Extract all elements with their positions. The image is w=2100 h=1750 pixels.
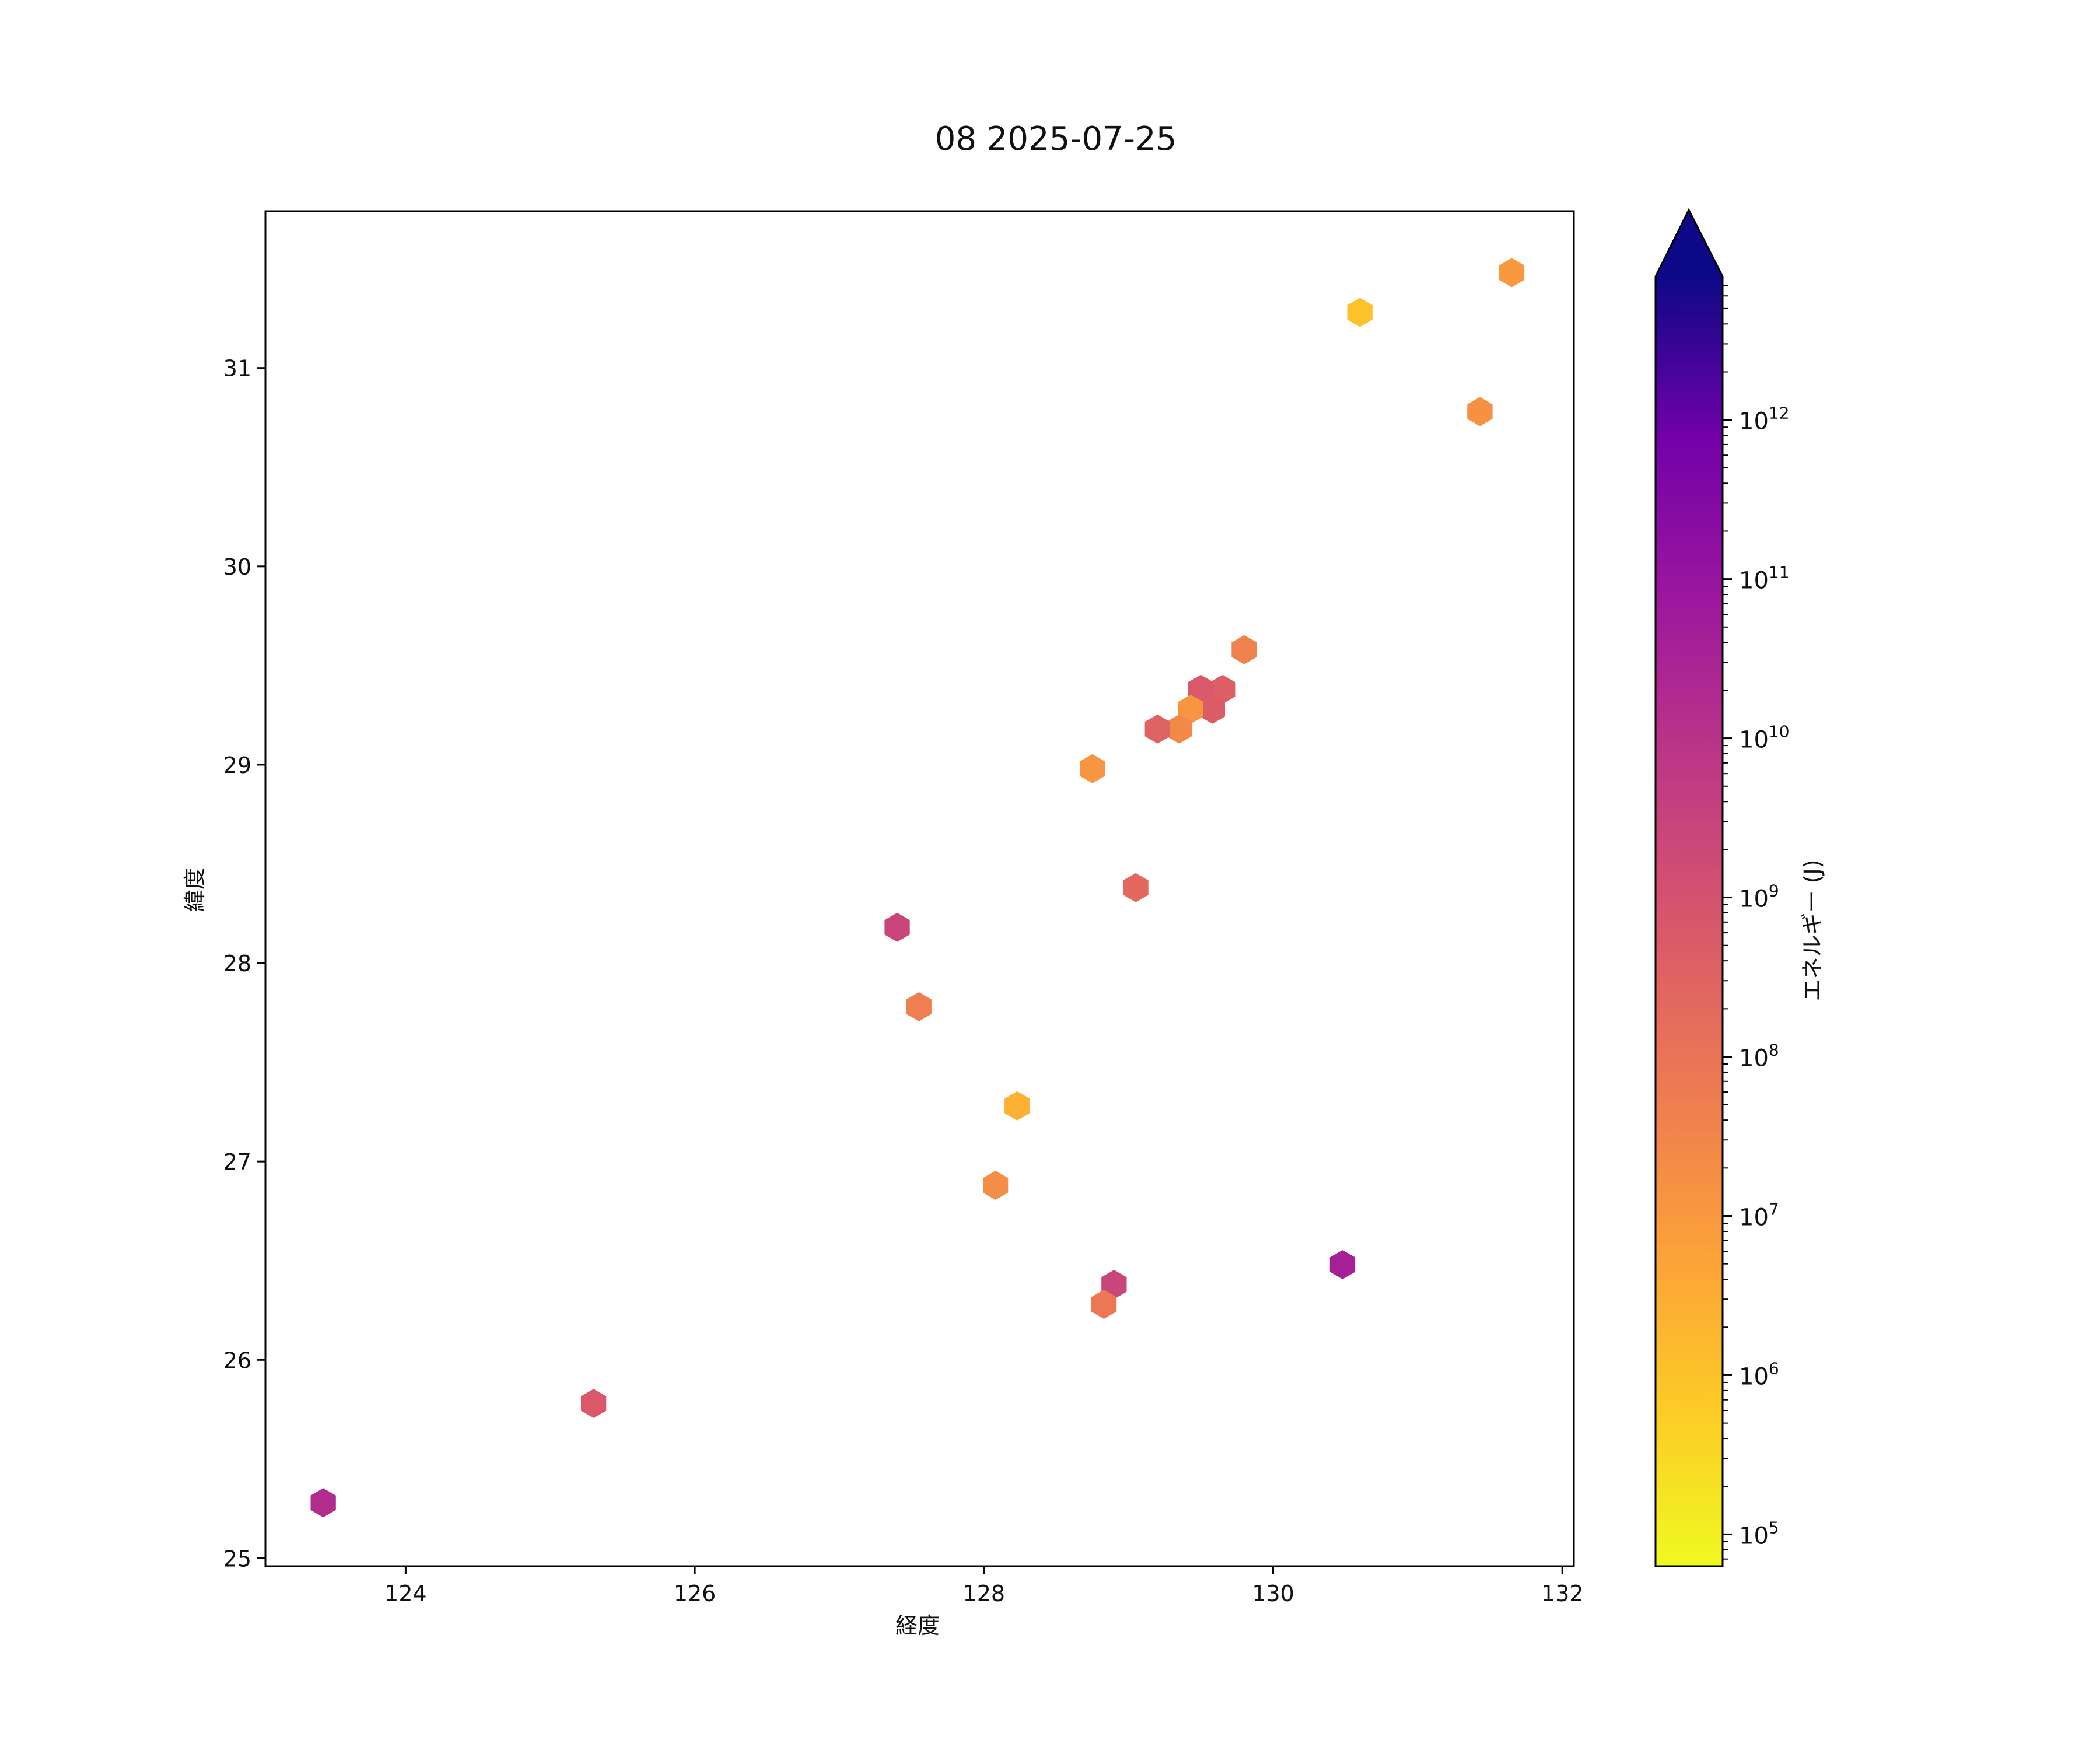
y-axis-label: 緯度 [182,867,208,912]
colorbar-tick-label: 109 [1739,881,1779,913]
hexbin-cell [1144,714,1170,744]
hexbin-cell [1123,873,1149,902]
hexbin-cell [1188,674,1214,704]
hexbin-cells [310,258,1525,1518]
y-tick-label: 30 [223,554,251,580]
hexbin-cell [1166,714,1192,744]
x-tick-label: 130 [1252,1581,1294,1606]
hexbin-cell [983,1171,1009,1200]
x-tick-label: 128 [963,1581,1006,1606]
y-tick-label: 29 [223,752,251,778]
colorbar-ticks: 105 106 107 108 109 1010 1011 1012 [1723,284,1790,1560]
hexbin-cell [1199,694,1225,724]
colorbar-tick-label: 1010 [1739,722,1790,754]
x-axis-ticks: 124 126 128 130 132 [384,1566,1583,1606]
hexbin-cell [1091,1290,1117,1319]
hexbin-cell [1499,258,1525,288]
y-axis-ticks: 25 26 27 28 29 30 31 [223,356,265,1572]
x-tick-label: 126 [674,1581,716,1606]
colorbar-tick-label: 1012 [1739,404,1790,435]
hexbin-cell [1329,1250,1356,1279]
colorbar-outline [1654,208,1724,1567]
x-axis-label: 経度 [895,1613,940,1639]
y-tick-label: 31 [223,356,251,382]
colorbar-tick-label: 106 [1739,1359,1779,1390]
hexbin-cell [1210,674,1236,704]
hexbin-cell [1347,298,1373,327]
hexbin-cell [906,992,932,1021]
colorbar-tick-label: 107 [1739,1199,1779,1231]
hexbin-cell [1178,694,1203,724]
x-tick-label: 132 [1541,1581,1584,1606]
hexbin-cell [1231,635,1257,664]
colorbar-gradient [1656,276,1723,1566]
x-tick-label: 124 [384,1581,427,1606]
colorbar-tick-label: 105 [1739,1518,1779,1549]
y-tick-label: 25 [223,1546,251,1572]
hexbin-cell [581,1389,607,1419]
colorbar-tick-label: 108 [1739,1041,1779,1072]
hexbin-cell [1005,1091,1030,1121]
hexbin-cell [1080,754,1105,783]
colorbar-label: エネルギー (J) [1800,860,1825,1002]
hexbin-cell [884,912,910,942]
y-tick-label: 27 [223,1149,251,1175]
plot-frame [264,210,1575,1567]
colorbar-extend-arrow [1656,210,1723,276]
hexbin-cell [310,1488,336,1518]
hexbin-cell [1467,397,1493,426]
y-tick-label: 28 [223,951,251,977]
colorbar: 105 106 107 108 109 1010 1011 1012 エネルギー (J) [1654,208,1825,1567]
chart-title: 08 2025-07-25 [935,120,1177,158]
y-tick-label: 26 [223,1348,251,1373]
hexbin-cell [1101,1270,1127,1299]
colorbar-tick-label: 1011 [1739,563,1790,594]
